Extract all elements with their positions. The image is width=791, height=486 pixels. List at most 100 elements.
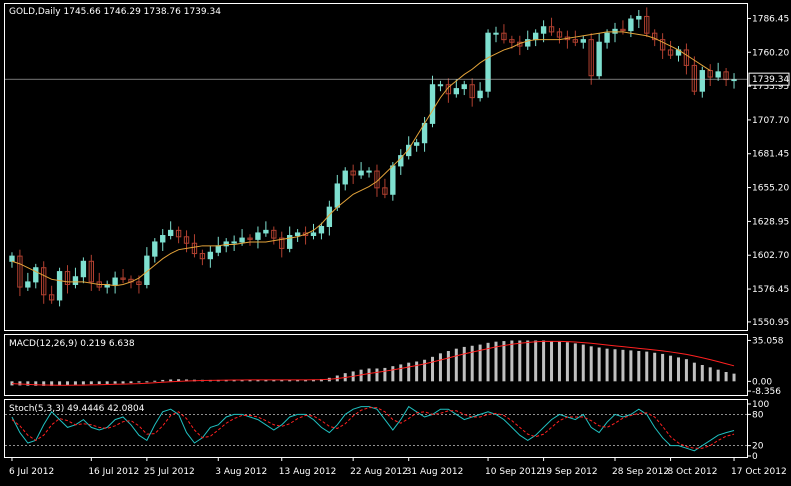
date-tick-label: 19 Sep 2012 (541, 467, 598, 477)
price-tick-label: 1786.45 (752, 14, 789, 24)
candle-body (136, 281, 142, 285)
macd-bar (145, 381, 149, 383)
macd-bar (97, 381, 101, 385)
macd-bar (550, 341, 554, 382)
macd-bar (169, 379, 173, 382)
macd-pane[interactable] (4, 334, 748, 396)
macd-bar (367, 368, 371, 382)
macd-bar (423, 359, 427, 382)
candle-body (429, 84, 436, 124)
candle-body (691, 64, 698, 92)
macd-bar (81, 381, 85, 385)
macd-bar (470, 345, 474, 382)
candle-body (612, 28, 618, 34)
candle-body (33, 267, 39, 283)
candle-body (48, 294, 55, 301)
stoch-pane[interactable] (4, 399, 748, 458)
price-tick-label: 1655.20 (752, 184, 789, 194)
candle-body (64, 271, 71, 285)
candle-body (580, 39, 586, 43)
candle-body (239, 237, 245, 243)
macd-bar (669, 355, 673, 382)
candle-body (80, 260, 87, 278)
price-tick-label: 1576.45 (752, 285, 789, 295)
macd-bar (478, 344, 482, 382)
macd-tick-label: 35.058 (752, 336, 784, 346)
macd-layer (10, 340, 736, 386)
macd-bar (288, 379, 292, 382)
candle-body (41, 267, 47, 296)
macd-bar (573, 343, 577, 382)
candle-body (437, 84, 444, 87)
candle-body (636, 15, 642, 20)
candle-body (175, 229, 182, 238)
candle-body (183, 236, 190, 244)
macd-bar (692, 362, 696, 382)
candle-body (160, 235, 166, 243)
macd-signal-line (11, 340, 735, 386)
macd-bar (113, 381, 117, 384)
macd-bar (431, 356, 435, 382)
moving-average-line (11, 31, 711, 287)
price-tick-label: 1628.95 (752, 217, 789, 227)
candle-body (501, 32, 507, 41)
candle-body (342, 170, 348, 185)
candle-body (199, 253, 206, 260)
candle-body (247, 237, 253, 240)
macd-bar (18, 381, 22, 386)
macd-bar (454, 348, 458, 382)
macd-bar (10, 381, 14, 386)
price-pane[interactable] (4, 3, 748, 331)
macd-tick-label: -8.356 (752, 387, 781, 397)
macd-bar (240, 379, 244, 382)
macd-bar (557, 341, 561, 382)
macd-bar (565, 342, 569, 382)
candle-body (56, 271, 63, 301)
macd-bar (383, 367, 387, 382)
candle-body (493, 32, 499, 35)
candle-body (509, 39, 515, 43)
macd-bar (653, 352, 657, 382)
candle-body (334, 183, 340, 208)
macd-bar (526, 340, 530, 382)
macd-bar (724, 372, 728, 382)
candle-body (715, 71, 721, 78)
macd-bar (50, 381, 54, 386)
macd-bar (637, 351, 641, 382)
macd-bar (629, 350, 633, 382)
candle-body (120, 277, 126, 280)
macd-bar (494, 341, 498, 382)
macd-bar (66, 381, 70, 386)
candle-body (461, 84, 467, 90)
date-tick-label: 17 Oct 2012 (731, 467, 787, 477)
macd-bar (438, 353, 442, 382)
candle-body (72, 276, 79, 285)
candle-body (25, 281, 31, 288)
macd-bar (415, 361, 419, 382)
candle-body (17, 255, 23, 288)
candle-body (112, 277, 118, 285)
axis-layer: 1786.45 1760.20 1733.95 1707.70 1681.45 1655.… (9, 14, 790, 477)
candle-body (310, 232, 317, 237)
macd-bar (462, 346, 466, 382)
date-tick-label: 16 Jul 2012 (88, 467, 139, 477)
macd-bar (304, 379, 308, 382)
macd-bar (581, 344, 585, 382)
candle-body (152, 241, 158, 257)
macd-bar (105, 381, 109, 384)
macd-bar (534, 340, 538, 382)
candle-body (469, 84, 475, 99)
macd-bar (89, 381, 93, 385)
price-layer (5, 7, 747, 307)
candle-body (644, 15, 650, 34)
candle-body (532, 32, 539, 41)
macd-bar (272, 379, 276, 382)
macd-bar (375, 368, 379, 382)
chart-title: GOLD,Daily 1745.66 1746.29 1738.76 1739.… (9, 7, 221, 17)
candle-body (406, 144, 412, 157)
macd-bar (42, 381, 46, 386)
macd-bar (248, 379, 252, 382)
price-tick-label: 1733.95 (752, 82, 789, 92)
